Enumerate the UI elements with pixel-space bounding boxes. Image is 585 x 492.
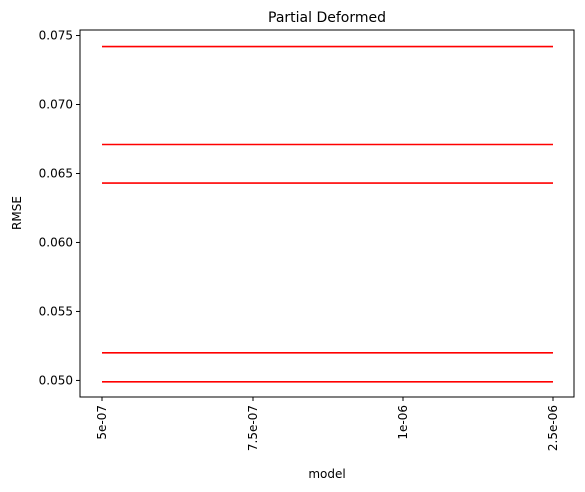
x-axis-label: model: [308, 467, 345, 481]
x-tick-label: 5e-07: [95, 405, 109, 440]
x-axis: 5e-07 7.5e-07 1e-06 2.5e-06: [95, 397, 560, 451]
chart-title: Partial Deformed: [268, 10, 386, 26]
y-axis-label: RMSE: [10, 196, 24, 230]
x-tick-label: 7.5e-07: [246, 405, 260, 451]
x-tick-label: 2.5e-06: [546, 405, 560, 451]
x-tick-label: 1e-06: [396, 405, 410, 440]
y-tick-label: 0.050: [39, 373, 73, 387]
y-tick-label: 0.065: [39, 166, 73, 180]
y-tick-label: 0.055: [39, 304, 73, 318]
y-tick-label: 0.075: [39, 29, 73, 43]
y-tick-label: 0.070: [39, 98, 73, 112]
y-axis: 0.050 0.055 0.060 0.065 0.070 0.075: [39, 29, 80, 387]
series-layer: [102, 45, 553, 383]
plot-frame: [79, 29, 575, 398]
y-tick-label: 0.060: [39, 235, 73, 249]
